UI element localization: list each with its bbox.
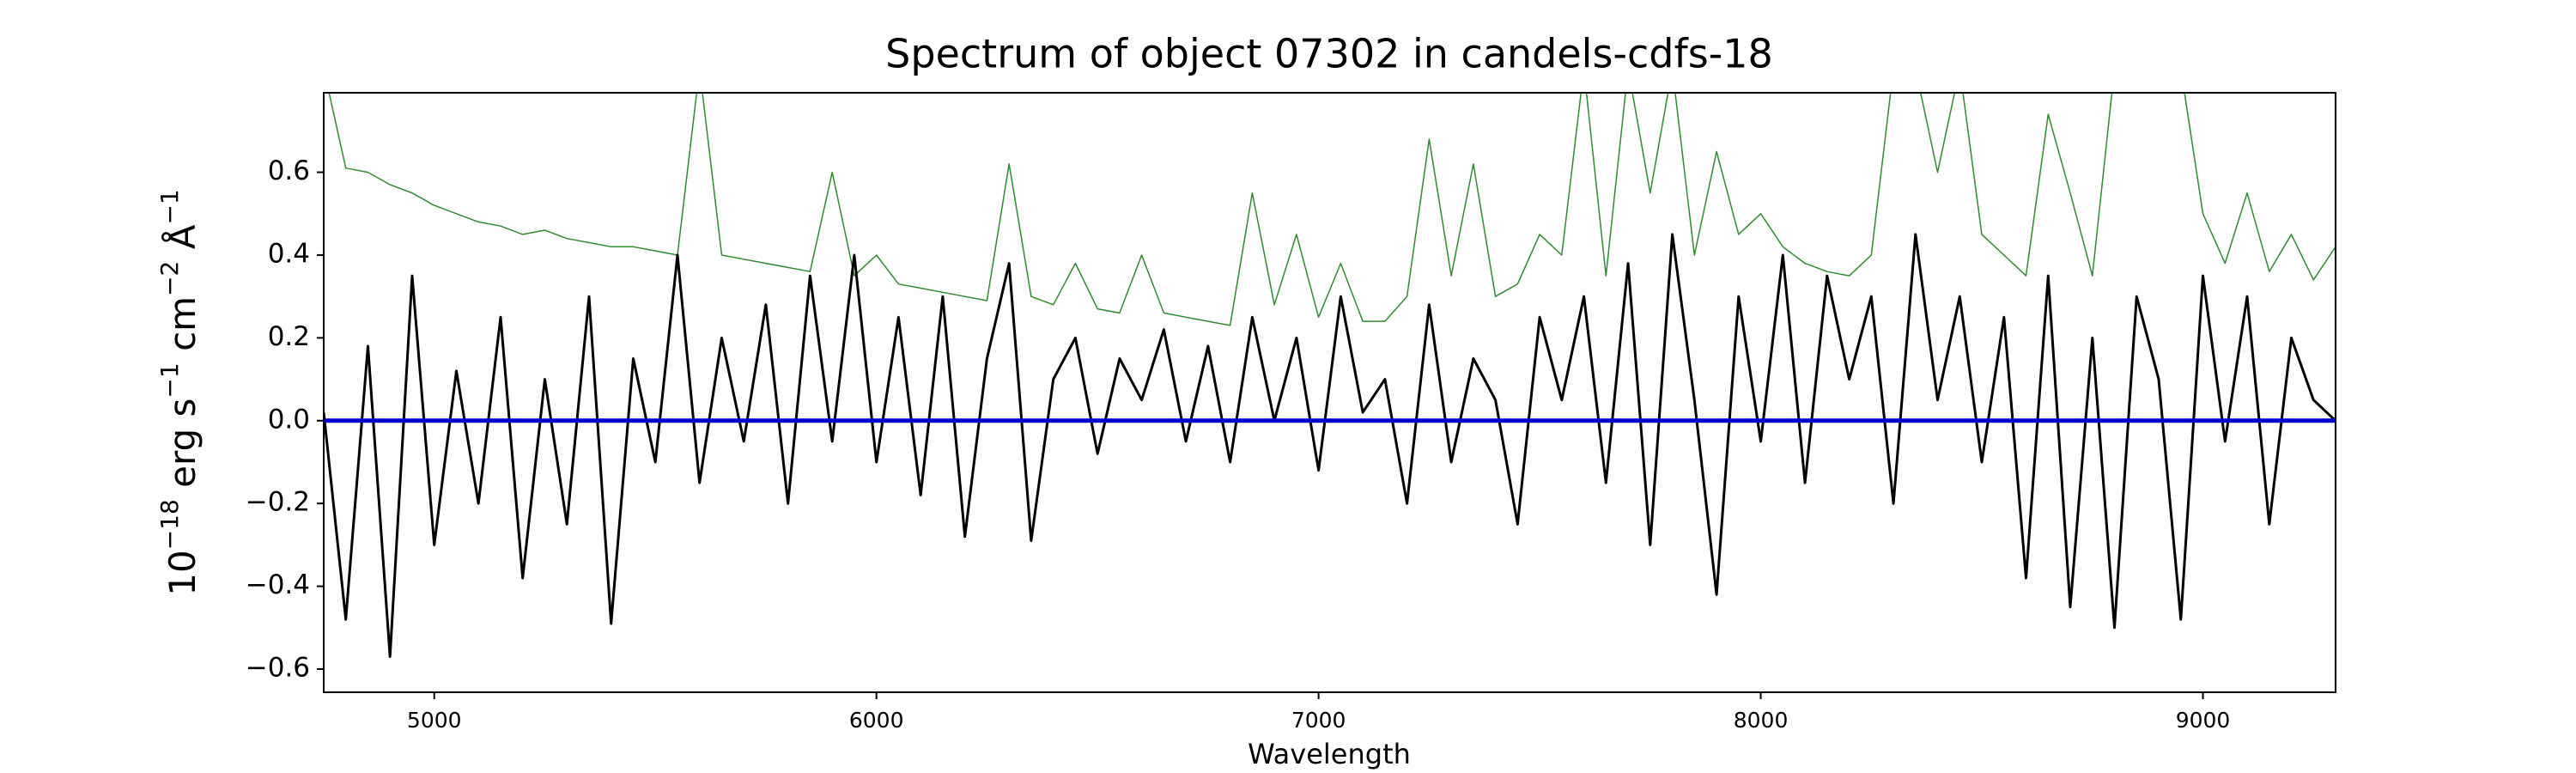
y-tick-label: 0.4 (268, 238, 310, 269)
spectrum-line (328, 93, 2336, 326)
y-tick-label: −0.6 (246, 653, 310, 684)
x-tick-label: 7000 (1291, 708, 1346, 733)
spectrum-line (324, 233, 2336, 658)
x-tick-label: 9000 (2176, 708, 2231, 733)
y-axis-label-part: −2 (155, 261, 184, 296)
x-axis-label: Wavelength (1248, 738, 1411, 770)
x-tick-label: 6000 (849, 708, 904, 733)
y-tick-label: 0.2 (268, 321, 310, 352)
y-tick-label: −0.2 (246, 487, 310, 518)
y-axis-label-part: 10 (161, 550, 204, 595)
chart-title: Spectrum of object 07302 in candels-cdfs… (885, 31, 1773, 77)
y-tick-label: 0.6 (268, 155, 310, 186)
x-tick-label: 8000 (1734, 708, 1789, 733)
axes-frame (323, 92, 2336, 693)
y-tick-label: −0.4 (246, 569, 310, 600)
y-axis-label-part: Å (161, 224, 204, 260)
y-axis-label-part: −18 (155, 499, 184, 550)
plot-area (324, 93, 2336, 658)
y-tick-label: 0.0 (268, 404, 310, 435)
y-axis-label-part: erg s (161, 399, 204, 500)
y-axis-label-part: −1 (155, 362, 184, 398)
y-axis-label-part: −1 (155, 189, 184, 224)
y-axis-label: 10−18 erg s−1 cm−2 Å−1 (155, 189, 204, 595)
y-axis-label-part: cm (161, 296, 204, 362)
x-tick-label: 5000 (407, 708, 462, 733)
